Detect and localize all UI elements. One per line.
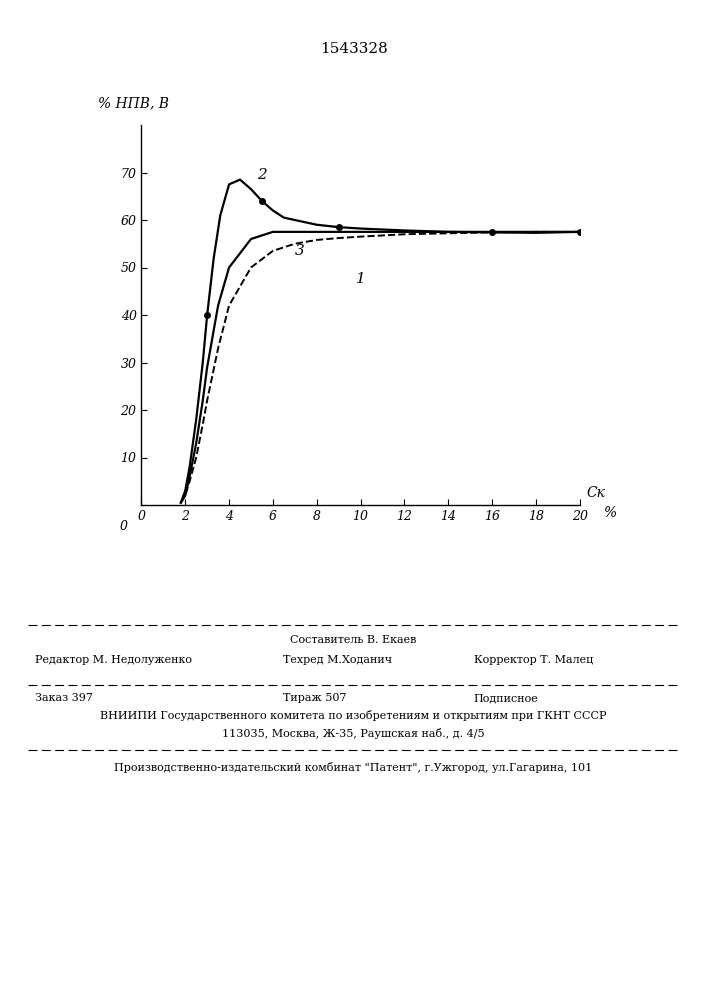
Text: % НПВ, В: % НПВ, В (98, 96, 168, 110)
Text: 1543328: 1543328 (320, 42, 387, 56)
Text: Составитель В. Екаев: Составитель В. Екаев (291, 635, 416, 645)
Text: Заказ 397: Заказ 397 (35, 693, 93, 703)
Text: 1: 1 (356, 272, 366, 286)
Text: Редактор М. Недолуженко: Редактор М. Недолуженко (35, 655, 192, 665)
Text: 2: 2 (257, 168, 267, 182)
Text: 113035, Москва, Ж-35, Раушская наб., д. 4/5: 113035, Москва, Ж-35, Раушская наб., д. … (222, 728, 485, 739)
Text: Ск: Ск (587, 486, 606, 500)
Text: Подписное: Подписное (474, 693, 539, 703)
Text: Техред М.Ходанич: Техред М.Ходанич (283, 655, 392, 665)
Text: %: % (604, 506, 618, 520)
Text: 0: 0 (120, 520, 128, 533)
Text: Корректор Т. Малец: Корректор Т. Малец (474, 655, 593, 665)
Text: Производственно-издательский комбинат "Патент", г.Ужгород, ул.Гагарина, 101: Производственно-издательский комбинат "П… (115, 762, 592, 773)
Text: Тираж 507: Тираж 507 (283, 693, 346, 703)
Text: 3: 3 (294, 244, 304, 258)
Text: ВНИИПИ Государственного комитета по изобретениям и открытиям при ГКНТ СССР: ВНИИПИ Государственного комитета по изоб… (100, 710, 607, 721)
